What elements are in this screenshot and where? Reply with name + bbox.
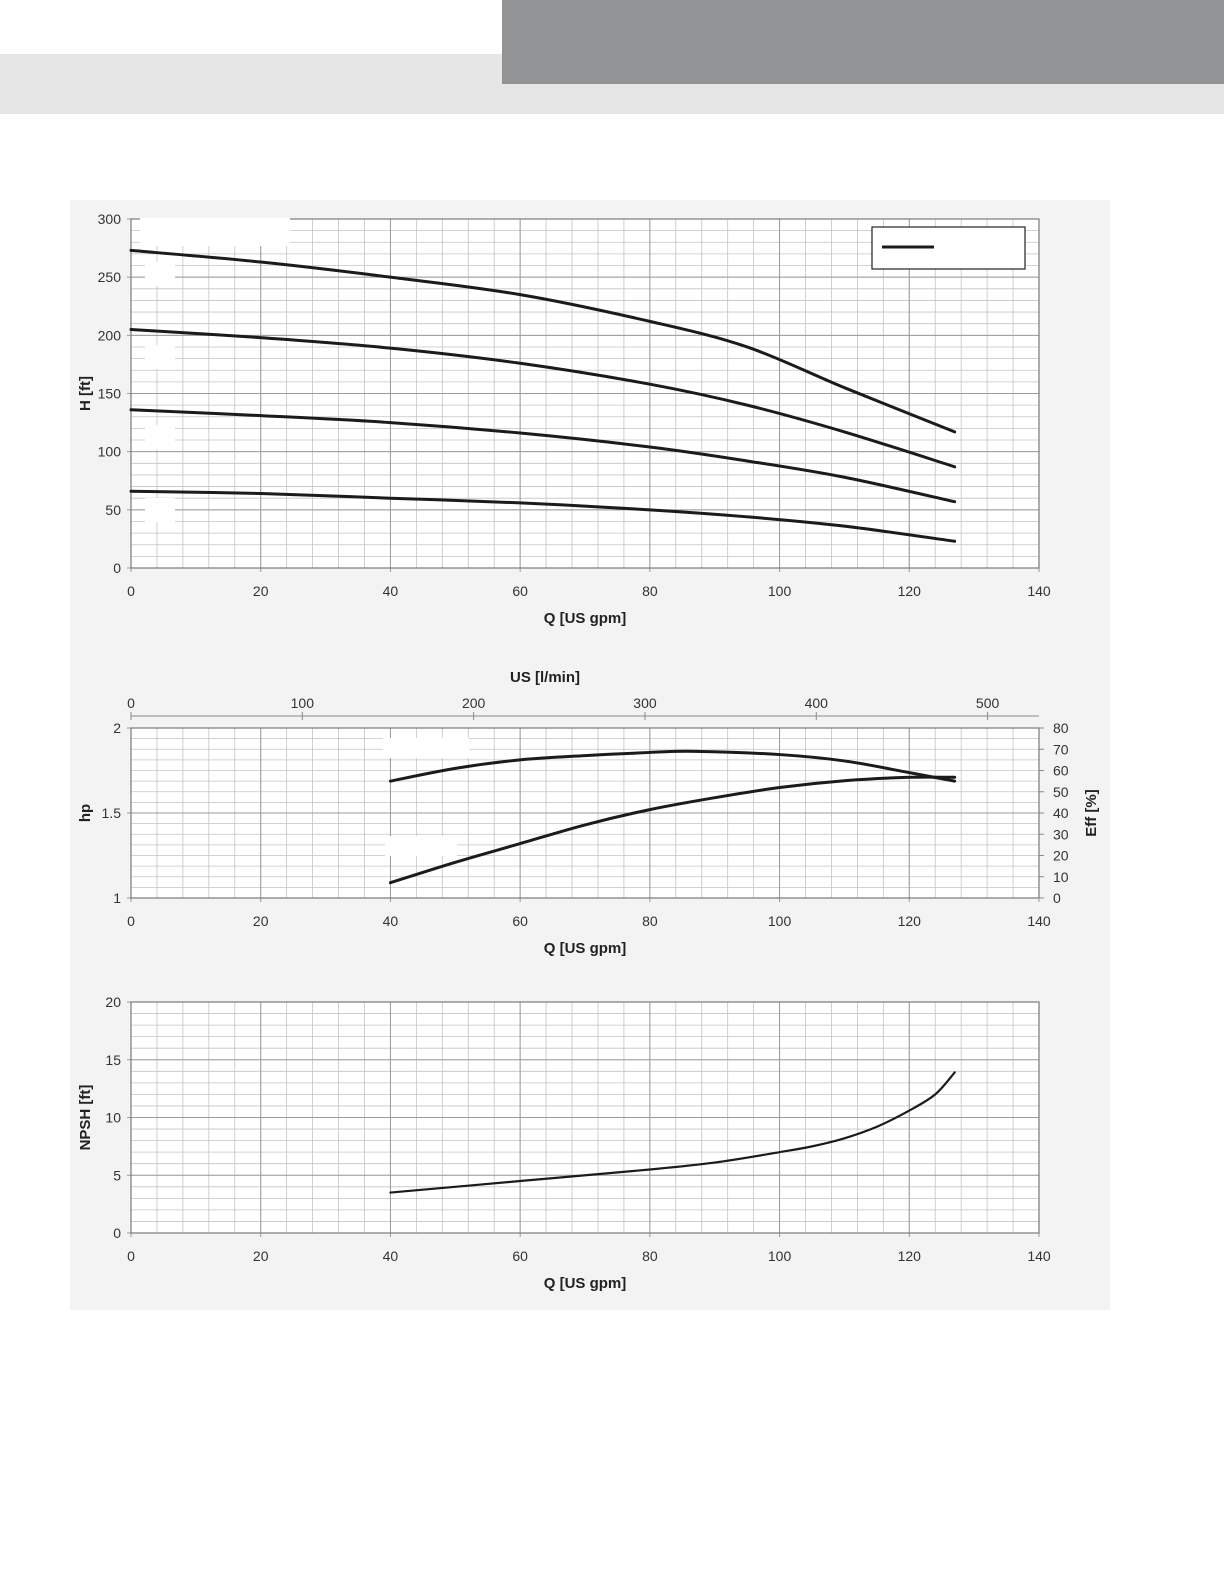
x-tick-label: 0 — [127, 1248, 135, 1264]
x-tick-label: 140 — [1027, 583, 1051, 599]
y-tick-label: 50 — [105, 502, 121, 518]
x-tick-label: 100 — [768, 583, 792, 599]
series-line-2 — [129, 328, 957, 469]
x-axis-label: Q [US gpm] — [544, 610, 627, 627]
series-line-1 — [389, 1071, 956, 1194]
y2-tick-label: 80 — [1053, 720, 1069, 736]
y-tick-label: 15 — [105, 1052, 121, 1068]
y-tick-label: 250 — [98, 269, 122, 285]
y-axis-label: H [ft] — [77, 376, 94, 411]
plot-frame — [130, 1001, 1040, 1234]
y-axis-label: NPSH [ft] — [77, 1085, 94, 1151]
y2-tick-label: 60 — [1053, 763, 1069, 779]
x2-axis-label: US [l/min] — [510, 669, 580, 686]
x-tick-label: 40 — [383, 913, 399, 929]
y-tick-label: 5 — [113, 1167, 121, 1183]
label-mask — [145, 345, 175, 369]
x-tick-label: 60 — [512, 1248, 528, 1264]
y-tick-label: 2 — [113, 720, 121, 736]
series-line-1 — [129, 248, 957, 434]
x-tick-label: 140 — [1027, 913, 1051, 929]
x-tick-label: 80 — [642, 913, 658, 929]
label-mask — [145, 498, 175, 522]
series-line-3 — [129, 408, 957, 504]
x2-tick-label: 0 — [127, 695, 135, 711]
x2-tick-label: 100 — [291, 695, 315, 711]
y-tick-label: 1.5 — [102, 805, 122, 821]
x-tick-label: 120 — [898, 1248, 922, 1264]
x-tick-label: 120 — [898, 913, 922, 929]
x-tick-label: 0 — [127, 913, 135, 929]
x-tick-label: 20 — [253, 1248, 269, 1264]
series-line-1 — [388, 749, 957, 783]
y2-tick-label: 0 — [1053, 890, 1061, 906]
x-tick-label: 20 — [253, 913, 269, 929]
y-tick-label: 20 — [105, 994, 121, 1010]
label-mask — [140, 218, 290, 246]
x-tick-label: 0 — [127, 583, 135, 599]
label-mask — [145, 262, 175, 286]
x-tick-label: 40 — [383, 1248, 399, 1264]
x2-tick-label: 200 — [462, 695, 486, 711]
series-line-4 — [129, 489, 957, 543]
y-axis-label: hp — [77, 804, 94, 822]
x-tick-label: 60 — [512, 583, 528, 599]
y2-axis-label: Eff [%] — [1083, 789, 1100, 837]
y-tick-label: 300 — [98, 211, 122, 227]
y-tick-label: 1 — [113, 890, 121, 906]
y-tick-label: 0 — [113, 560, 121, 576]
y-tick-label: 200 — [98, 327, 122, 343]
x-tick-label: 100 — [768, 1248, 792, 1264]
y2-tick-label: 50 — [1053, 784, 1069, 800]
x-tick-label: 60 — [512, 913, 528, 929]
x-axis-label: Q [US gpm] — [544, 1275, 627, 1292]
x-tick-label: 80 — [642, 583, 658, 599]
y-tick-label: 10 — [105, 1110, 121, 1126]
x-tick-label: 40 — [383, 583, 399, 599]
label-mask — [383, 738, 469, 758]
x2-tick-label: 400 — [805, 695, 829, 711]
chart-head: 0 20 40 60 80 100 120 140 0 50 100 150 200 250 300 Q [U… — [77, 211, 1051, 627]
y-tick-label: 100 — [98, 444, 122, 460]
x2-tick-label: 300 — [633, 695, 657, 711]
x2-tick-label: 500 — [976, 695, 1000, 711]
y-tick-label: 0 — [113, 1225, 121, 1241]
y2-tick-label: 30 — [1053, 826, 1069, 842]
label-mask — [145, 425, 175, 449]
x-axis-label: Q [US gpm] — [544, 940, 627, 957]
y2-tick-label: 70 — [1053, 741, 1069, 757]
y-tick-label: 150 — [98, 386, 122, 402]
series-line-2 — [388, 775, 957, 885]
y2-tick-label: 40 — [1053, 805, 1069, 821]
y2-tick-label: 10 — [1053, 869, 1069, 885]
x-tick-label: 100 — [768, 913, 792, 929]
x-tick-label: 80 — [642, 1248, 658, 1264]
header-title-block — [502, 0, 1224, 84]
x-tick-label: 120 — [898, 583, 922, 599]
plot-frame — [130, 218, 1040, 569]
y2-tick-label: 20 — [1053, 848, 1069, 864]
x-tick-label: 20 — [253, 583, 269, 599]
x-tick-label: 140 — [1027, 1248, 1051, 1264]
chart-npsh: 0 20 40 60 80 100 120 140 0 5 10 15 20 Q [US gpm] NPSH… — [77, 994, 1051, 1292]
label-mask — [385, 836, 457, 856]
